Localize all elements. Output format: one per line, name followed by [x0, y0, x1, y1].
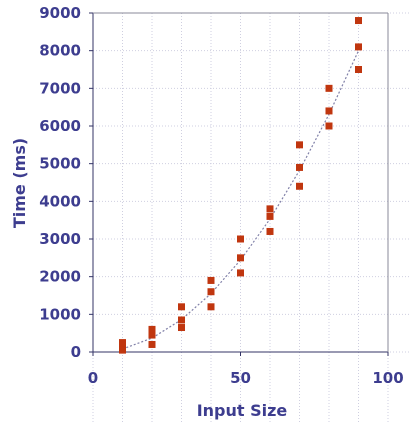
data-point: [207, 303, 215, 311]
x-tick-label: 0: [88, 369, 98, 387]
data-point: [178, 303, 185, 311]
data-point: [178, 324, 185, 332]
data-point: [355, 17, 362, 25]
grid-lines: [92, 12, 411, 422]
data-point: [355, 43, 362, 51]
y-tick-label: 3000: [39, 230, 81, 248]
data-point: [237, 235, 244, 243]
tick-labels: 0 1000 2000 3000 4000 5000 6000 7000 8000 9000 0 50…: [39, 4, 403, 387]
y-tick-label: 4000: [39, 192, 81, 210]
x-tick-label: 100: [372, 369, 403, 387]
data-point: [207, 288, 215, 296]
data-point: [266, 212, 274, 220]
y-tick-label: 7000: [39, 79, 81, 97]
data-point: [207, 276, 215, 284]
data-point: [119, 342, 126, 350]
data-point: [266, 205, 274, 213]
data-point: [148, 331, 156, 339]
data-point: [325, 122, 333, 130]
y-tick-label: 9000: [39, 4, 81, 22]
data-point: [119, 339, 126, 347]
y-tick-label: 1000: [39, 305, 81, 323]
x-tick-label: 50: [230, 369, 251, 387]
y-tick-label: 5000: [39, 155, 81, 173]
data-point: [325, 84, 333, 92]
y-tick-label: 6000: [39, 117, 81, 135]
data-point: [148, 325, 156, 333]
data-point: [355, 66, 362, 73]
x-axis-title: Input Size: [197, 401, 288, 420]
data-point: [296, 163, 303, 171]
data-point: [296, 182, 303, 190]
y-tick-label: 8000: [39, 42, 81, 60]
data-point: [266, 227, 274, 235]
data-point: [178, 316, 185, 324]
data-point: [325, 107, 333, 115]
data-point: [237, 254, 244, 262]
data-point: [119, 346, 126, 354]
data-point: [296, 141, 303, 149]
data-points: [119, 17, 362, 354]
y-tick-label: 0: [71, 343, 81, 361]
data-point: [237, 269, 244, 277]
y-axis-title: Time (ms): [10, 138, 29, 228]
data-point: [148, 340, 156, 348]
y-tick-label: 2000: [39, 268, 81, 286]
